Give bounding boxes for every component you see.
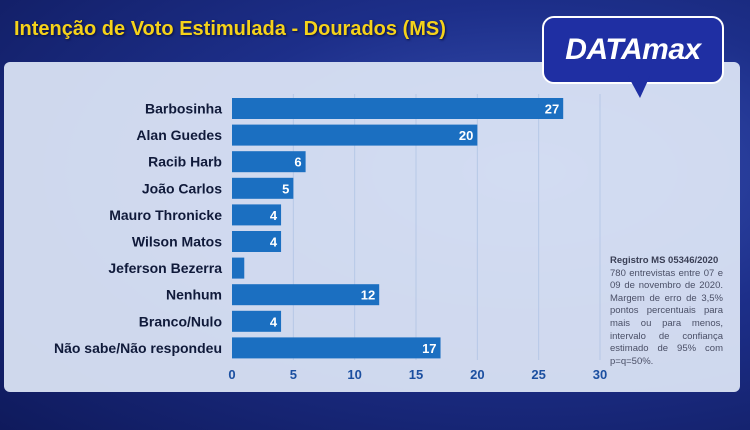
x-tick-label: 25 bbox=[531, 367, 545, 382]
bar bbox=[232, 204, 282, 226]
category-label: Mauro Thronicke bbox=[109, 207, 222, 223]
bar bbox=[232, 257, 245, 279]
methodology-text: 780 entrevistas entre 07 e 09 de novembr… bbox=[610, 267, 723, 367]
data-label: 17 bbox=[422, 341, 436, 356]
bar bbox=[232, 177, 294, 199]
bar bbox=[232, 124, 478, 146]
x-tick-label: 0 bbox=[228, 367, 235, 382]
bar bbox=[232, 98, 564, 119]
category-label: Racib Harb bbox=[148, 154, 222, 170]
category-label: Branco/Nulo bbox=[139, 313, 222, 329]
data-label: 27 bbox=[545, 102, 559, 117]
category-label: João Carlos bbox=[142, 180, 222, 196]
category-label: Alan Guedes bbox=[136, 127, 222, 143]
x-tick-label: 20 bbox=[470, 367, 484, 382]
x-tick-label: 5 bbox=[290, 367, 297, 382]
x-tick-label: 15 bbox=[409, 367, 423, 382]
data-label: 12 bbox=[361, 288, 375, 303]
bar bbox=[232, 337, 441, 359]
category-label: Nenhum bbox=[166, 287, 222, 303]
category-label: Wilson Matos bbox=[132, 234, 222, 250]
datamax-logo: DATAmax bbox=[542, 16, 724, 84]
bar bbox=[232, 284, 380, 306]
methodology-note: Registro MS 05346/2020 780 entrevistas e… bbox=[610, 255, 723, 368]
x-tick-label: 10 bbox=[347, 367, 361, 382]
bar bbox=[232, 310, 282, 332]
category-label: Barbosinha bbox=[145, 101, 222, 117]
registration-number: Registro MS 05346/2020 bbox=[610, 255, 719, 266]
category-label: Jeferson Bezerra bbox=[108, 260, 222, 276]
category-label: Não sabe/Não respondeu bbox=[54, 340, 222, 356]
data-label: 6 bbox=[294, 155, 301, 170]
data-label: 4 bbox=[270, 314, 278, 329]
data-label: 5 bbox=[282, 181, 289, 196]
bar bbox=[232, 231, 282, 252]
x-tick-label: 30 bbox=[593, 367, 607, 382]
bar bbox=[232, 151, 306, 173]
data-label: 20 bbox=[459, 128, 473, 143]
data-label: 4 bbox=[270, 208, 278, 223]
chart-title: Intenção de Voto Estimulada - Dourados (… bbox=[14, 18, 446, 40]
logo-speech-tail bbox=[628, 76, 650, 98]
logo-text: DATAmax bbox=[565, 33, 701, 66]
data-label: 4 bbox=[270, 235, 278, 250]
